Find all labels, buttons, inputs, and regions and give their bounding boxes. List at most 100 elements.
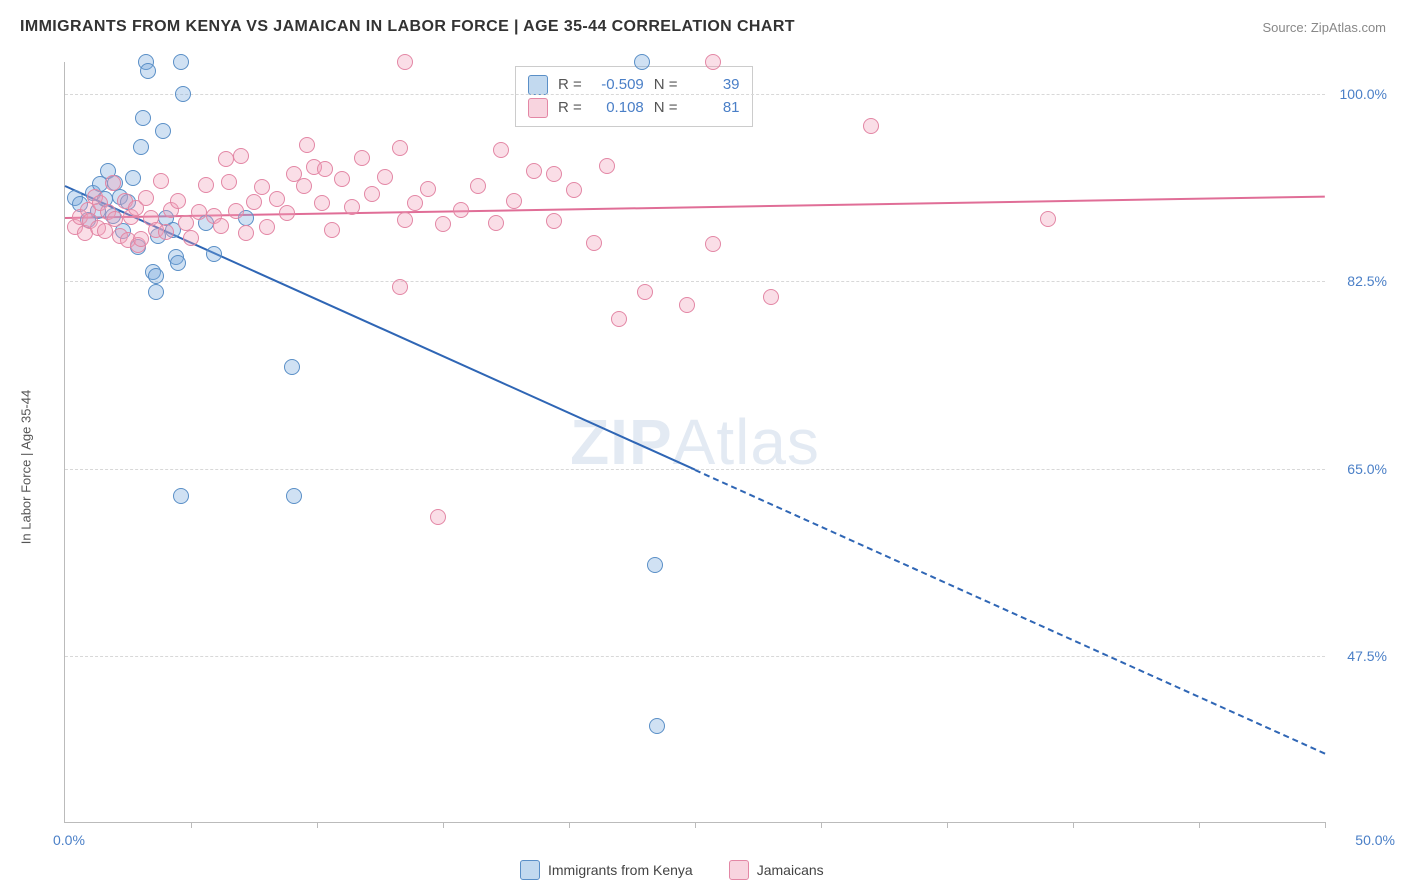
data-point [566,182,582,198]
y-tick-label: 47.5% [1331,648,1387,664]
data-point [133,139,149,155]
trend-line [695,469,1326,754]
x-axis-max-label: 50.0% [1331,832,1395,848]
data-point [155,123,171,139]
data-point [453,202,469,218]
x-tick [1073,822,1074,828]
x-axis-min-label: 0.0% [53,832,85,848]
data-point [488,215,504,231]
x-tick [1199,822,1200,828]
data-point [392,140,408,156]
data-point [334,171,350,187]
data-point [173,54,189,70]
data-point [526,163,542,179]
data-point [183,230,199,246]
data-point [470,178,486,194]
swatch-jamaican [528,98,548,118]
x-tick [443,822,444,828]
data-point [546,213,562,229]
data-point [364,186,380,202]
data-point [218,151,234,167]
y-tick-label: 82.5% [1331,273,1387,289]
data-point [175,86,191,102]
legend-item-kenya: Immigrants from Kenya [520,860,693,880]
legend-item-jamaican: Jamaicans [729,860,824,880]
data-point [238,225,254,241]
legend-swatch-jamaican [729,860,749,880]
stats-row-kenya: R = -0.509 N = 39 [528,73,740,96]
chart-area: In Labor Force | Age 35-44 ZIPAtlas R = … [20,52,1386,882]
data-point [705,54,721,70]
x-tick [695,822,696,828]
data-point [649,718,665,734]
data-point [314,195,330,211]
data-point [506,193,522,209]
data-point [246,194,262,210]
data-point [299,137,315,153]
x-tick [317,822,318,828]
legend-label: Immigrants from Kenya [548,862,693,878]
data-point [397,54,413,70]
x-tick [821,822,822,828]
data-point [354,150,370,166]
data-point [1040,211,1056,227]
data-point [173,488,189,504]
data-point [763,289,779,305]
data-point [344,199,360,215]
data-point [269,191,285,207]
swatch-kenya [528,75,548,95]
x-tick [569,822,570,828]
gridline [65,281,1325,282]
data-point [377,169,393,185]
data-point [546,166,562,182]
data-point [198,177,214,193]
stats-row-jamaican: R = 0.108 N = 81 [528,96,740,119]
data-point [153,173,169,189]
chart-title: IMMIGRANTS FROM KENYA VS JAMAICAN IN LAB… [20,18,795,36]
data-point [170,193,186,209]
data-point [493,142,509,158]
data-point [430,509,446,525]
data-point [170,255,186,271]
x-tick [1325,822,1326,828]
header: IMMIGRANTS FROM KENYA VS JAMAICAN IN LAB… [0,0,1406,48]
y-axis-label: In Labor Force | Age 35-44 [19,390,34,544]
data-point [317,161,333,177]
data-point [324,222,340,238]
data-point [392,279,408,295]
data-point [138,190,154,206]
data-point [135,110,151,126]
data-point [397,212,413,228]
data-point [637,284,653,300]
data-point [259,219,275,235]
x-tick [191,822,192,828]
data-point [107,211,123,227]
y-tick-label: 100.0% [1331,86,1387,102]
data-point [279,205,295,221]
data-point [420,181,436,197]
data-point [599,158,615,174]
gridline [65,656,1325,657]
data-point [254,179,270,195]
data-point [586,235,602,251]
data-point [647,557,663,573]
gridline [65,94,1325,95]
data-point [206,246,222,262]
data-point [228,203,244,219]
data-point [213,218,229,234]
stats-legend-box: R = -0.509 N = 39 R = 0.108 N = 81 [515,66,753,127]
data-point [705,236,721,252]
data-point [863,118,879,134]
data-point [158,224,174,240]
legend-label: Jamaicans [757,862,824,878]
plot-surface: ZIPAtlas R = -0.509 N = 39 R = 0.108 N =… [64,62,1325,823]
data-point [148,284,164,300]
bottom-legend: Immigrants from Kenya Jamaicans [520,860,824,880]
data-point [191,204,207,220]
data-point [133,231,149,247]
data-point [679,297,695,313]
y-tick-label: 65.0% [1331,461,1387,477]
source-credit: Source: ZipAtlas.com [1262,20,1386,35]
data-point [221,174,237,190]
data-point [284,359,300,375]
